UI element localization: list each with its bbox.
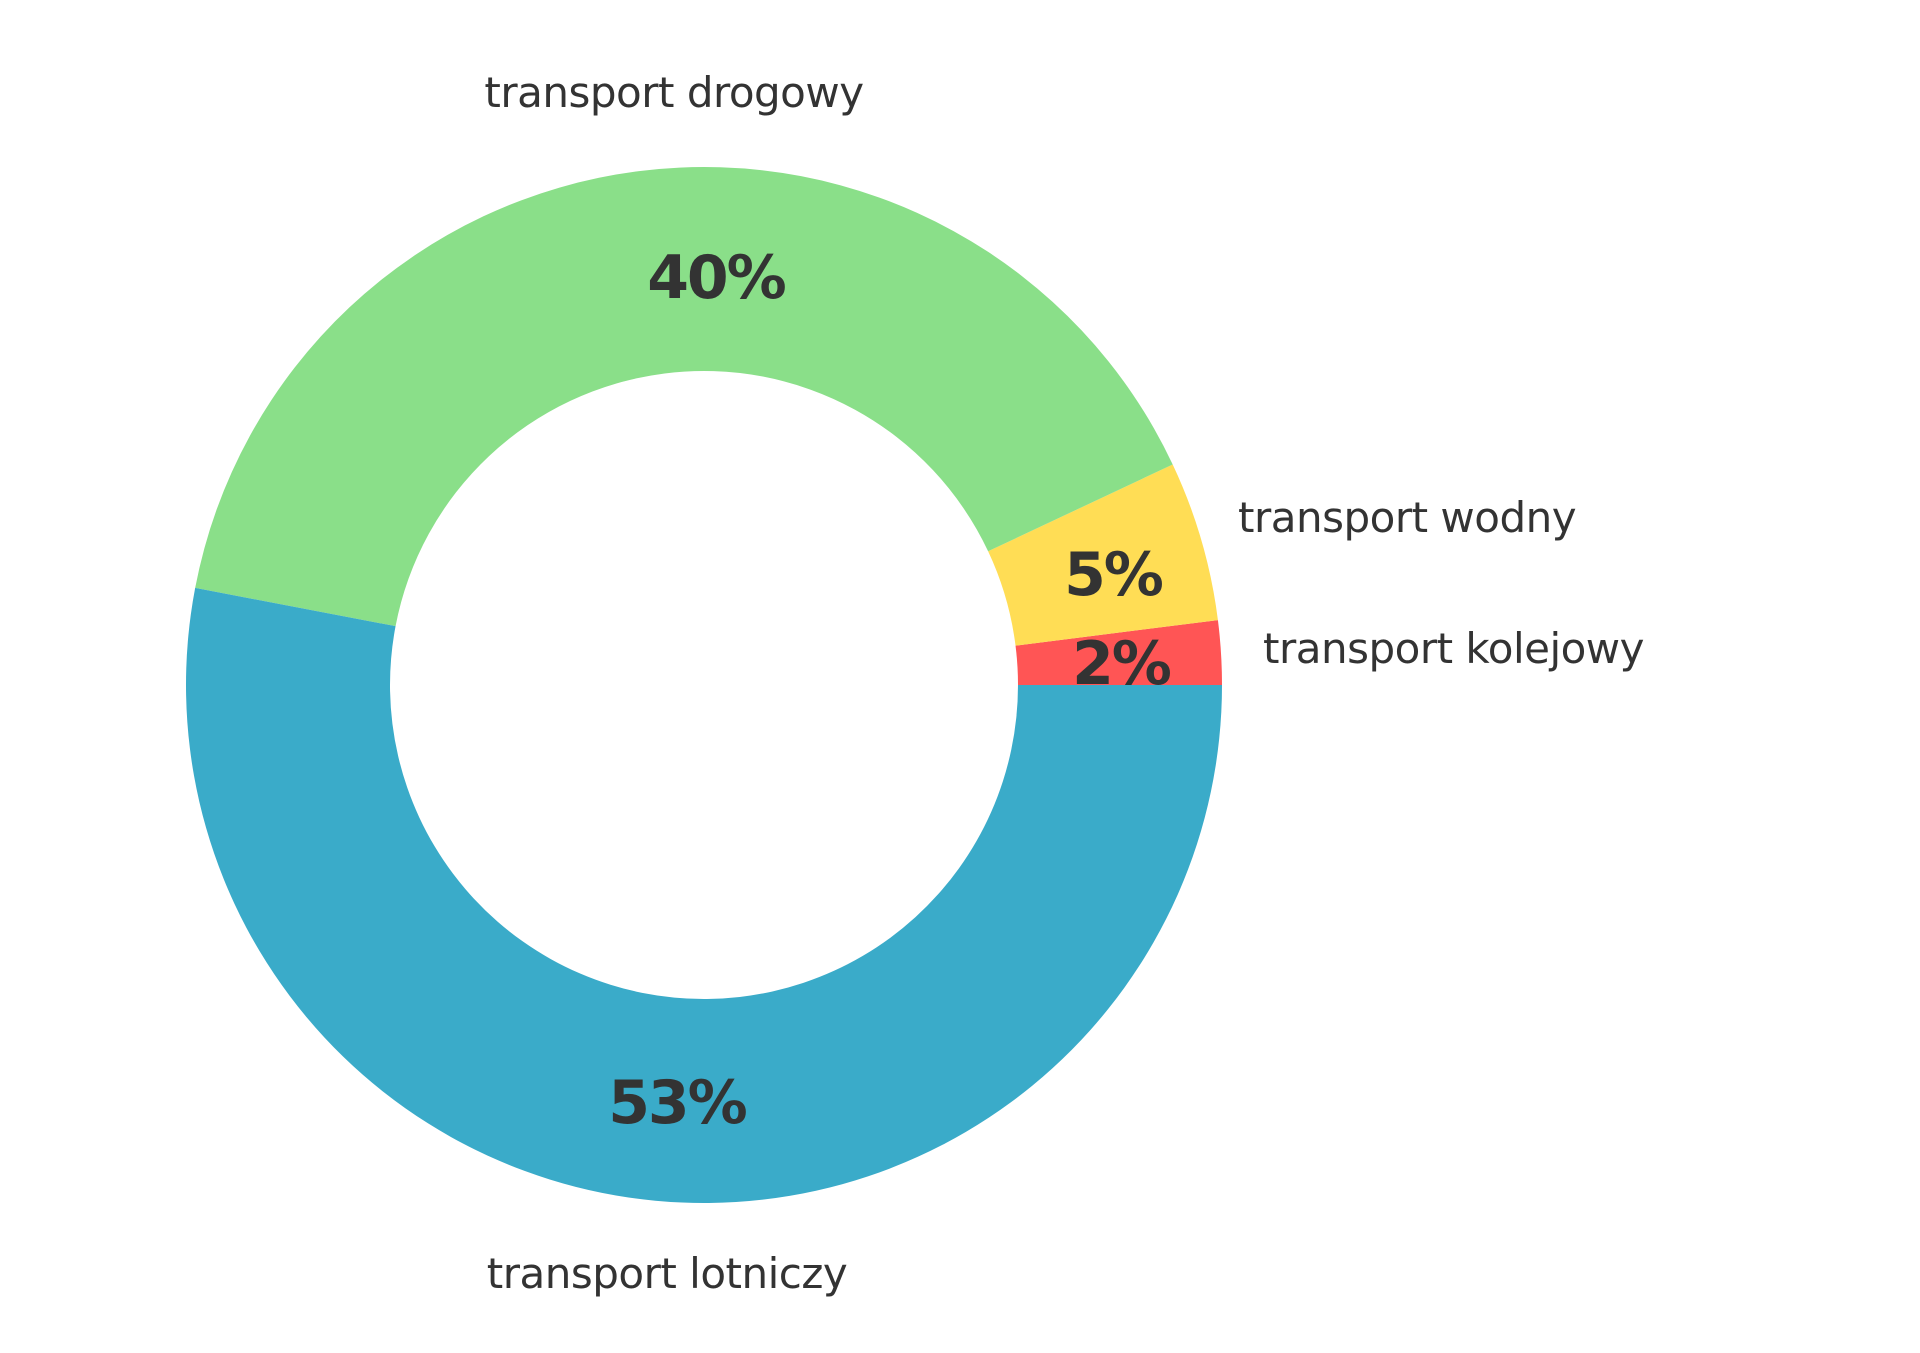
slice-transport-drogowy[interactable] (195, 166, 1173, 627)
percent-label-transport-wodny: 5% (1064, 540, 1163, 610)
percent-label-transport-kolejowy: 2% (1072, 629, 1171, 699)
slice-transport-wodny[interactable] (988, 464, 1218, 646)
slice-transport-kolejowy[interactable] (1015, 620, 1222, 685)
donut-slices (195, 166, 1222, 685)
category-label-transport-kolejowy: transport kolejowy (1263, 624, 1644, 673)
percent-label-transport-lotniczy: 53% (608, 1068, 746, 1138)
category-labels: transport kolejowy transport wodny trans… (484, 68, 1644, 1298)
category-label-transport-lotniczy: transport lotniczy (487, 1249, 848, 1298)
percent-label-transport-drogowy: 40% (647, 243, 785, 313)
category-label-transport-wodny: transport wodny (1238, 493, 1576, 542)
slice-transport-lotniczy[interactable] (186, 587, 1223, 1203)
category-label-transport-drogowy: transport drogowy (484, 68, 863, 117)
percent-labels: 2% 5% 40% (647, 243, 1173, 699)
